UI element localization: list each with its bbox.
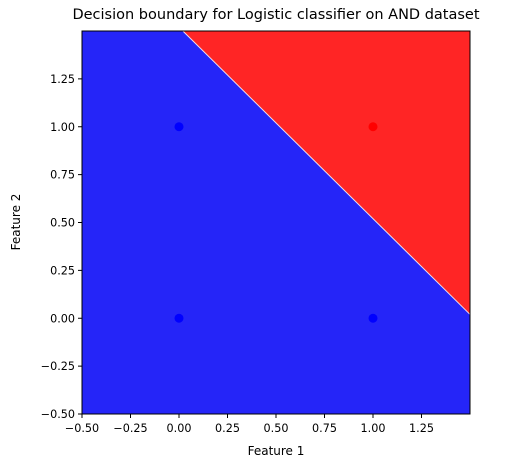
data-point-3 [368,313,378,323]
x-tick-label: −0.25 [113,422,147,435]
data-point-4 [368,122,378,132]
y-tick-label: 0.25 [50,264,75,277]
x-axis-label: Feature 1 [248,444,305,458]
x-tick-label: 1.00 [361,422,386,435]
x-tick-label: 0.75 [312,422,337,435]
data-points [174,122,378,323]
chart-title: Decision boundary for Logistic classifie… [72,7,479,23]
y-tick-label: 0.00 [50,312,75,325]
x-axis-ticks: −0.50 −0.25 0.00 0.25 0.50 0.75 1.00 1.25 [65,414,434,435]
y-axis-ticks: −0.50 −0.25 0.00 0.25 0.50 0.75 1.00 1.25 [41,73,82,421]
x-tick-label: 0.50 [264,422,289,435]
y-tick-label: 1.00 [50,121,75,134]
x-tick-label: 0.00 [167,422,192,435]
y-tick-label: 0.50 [50,217,75,230]
x-tick-label: −0.50 [65,422,99,435]
y-tick-label: 1.25 [50,73,75,86]
y-tick-label: −0.50 [41,408,75,421]
data-point-1 [174,313,184,323]
x-tick-label: 1.25 [409,422,434,435]
data-point-2 [174,122,184,132]
x-tick-label: 0.25 [215,422,240,435]
y-axis-label: Feature 2 [9,194,23,251]
decision-boundary-line [182,30,471,315]
y-tick-label: 0.75 [50,169,75,182]
y-tick-label: −0.25 [41,360,75,373]
plot-regions [82,30,471,414]
